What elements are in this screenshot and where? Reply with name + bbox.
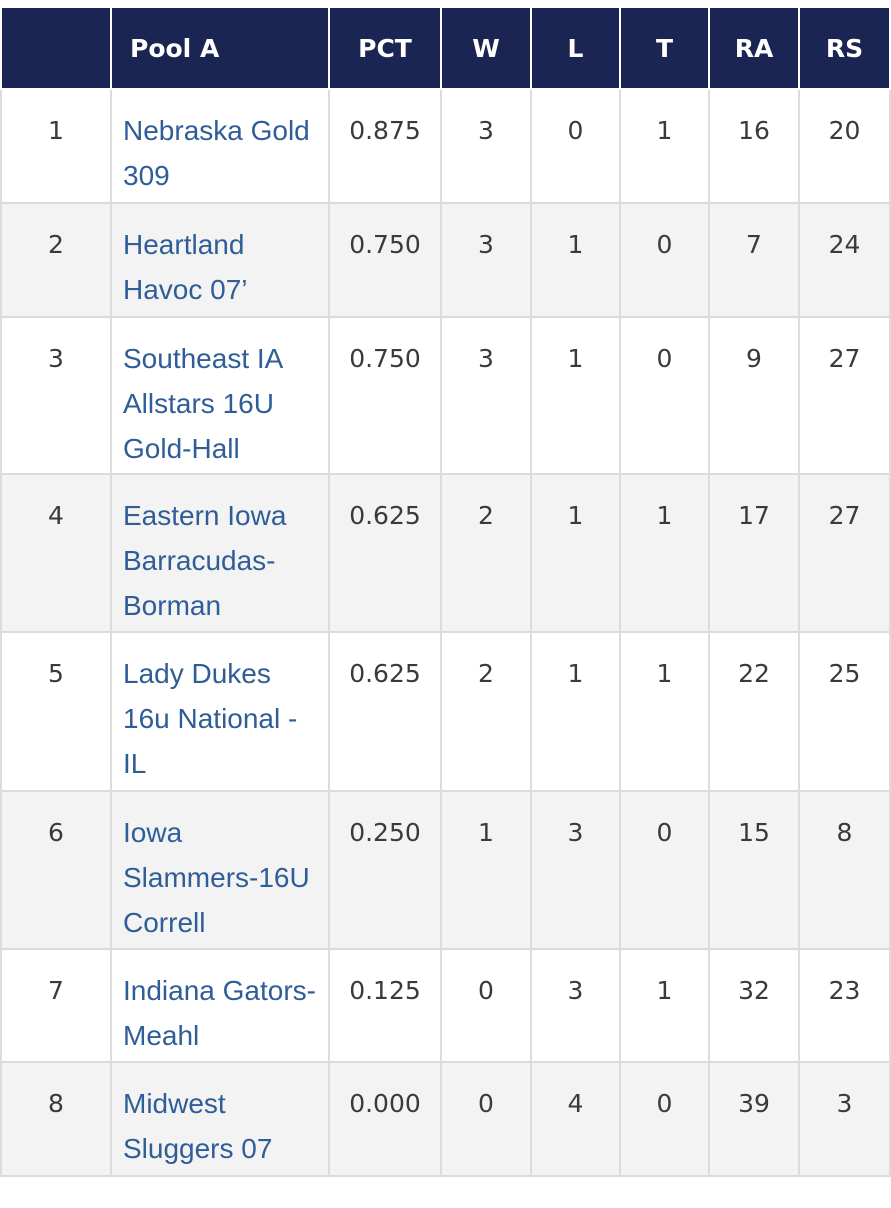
stat-cell: 39 bbox=[708, 1061, 800, 1177]
stat-cell: 4 bbox=[530, 1061, 621, 1177]
stat-cell: 2 bbox=[440, 473, 532, 633]
table-header: Pool A PCT W L T RA RS bbox=[0, 8, 891, 90]
stat-cell: 0.750 bbox=[328, 316, 442, 475]
header-cell: Pool A bbox=[110, 8, 330, 90]
header-cell: W bbox=[440, 8, 532, 90]
stat-cell: 9 bbox=[708, 316, 800, 475]
stat-cell: 0 bbox=[619, 790, 710, 950]
header-cell: L bbox=[530, 8, 621, 90]
stat-cell: 0 bbox=[619, 202, 710, 318]
table-row: 5 Lady Dukes 16u National - IL 0.625 2 1 1 22 2… bbox=[0, 631, 891, 792]
team-link[interactable]: Nebraska Gold 309 bbox=[123, 115, 310, 191]
stat-cell: 1 bbox=[619, 631, 710, 792]
rank-cell: 7 bbox=[0, 948, 112, 1063]
stat-cell: 0 bbox=[530, 88, 621, 204]
stat-cell: 1 bbox=[530, 316, 621, 475]
header-cell: RS bbox=[798, 8, 891, 90]
team-link[interactable]: Iowa Slammers-16U Correll bbox=[123, 817, 310, 938]
stat-cell: 8 bbox=[798, 790, 891, 950]
stat-cell: 22 bbox=[708, 631, 800, 792]
rank-cell: 5 bbox=[0, 631, 112, 792]
rank-cell: 6 bbox=[0, 790, 112, 950]
team-link[interactable]: Southeast IA Allstars 16U Gold-Hall bbox=[123, 343, 282, 464]
stat-cell: 0 bbox=[440, 948, 532, 1063]
stat-cell: 0.750 bbox=[328, 202, 442, 318]
header-row: Pool A PCT W L T RA RS bbox=[0, 8, 891, 90]
table-body: 1 Nebraska Gold 309 0.875 3 0 1 16 20 2 Heartland… bbox=[0, 88, 891, 1177]
stat-cell: 3 bbox=[530, 948, 621, 1063]
rank-cell: 4 bbox=[0, 473, 112, 633]
table-row: 1 Nebraska Gold 309 0.875 3 0 1 16 20 bbox=[0, 88, 891, 204]
page: Pool A PCT W L T RA RS 1 Nebraska Gold 309 0.875… bbox=[0, 8, 891, 1208]
stat-cell: 16 bbox=[708, 88, 800, 204]
stat-cell: 0.625 bbox=[328, 631, 442, 792]
rank-cell: 1 bbox=[0, 88, 112, 204]
stat-cell: 1 bbox=[619, 473, 710, 633]
table-row: 6 Iowa Slammers-16U Correll 0.250 1 3 0 15 8 bbox=[0, 790, 891, 950]
stat-cell: 3 bbox=[440, 202, 532, 318]
stat-cell: 0.000 bbox=[328, 1061, 442, 1177]
team-cell: Midwest Sluggers 07 bbox=[110, 1061, 330, 1177]
header-cell bbox=[0, 8, 112, 90]
team-cell: Iowa Slammers-16U Correll bbox=[110, 790, 330, 950]
stat-cell: 0 bbox=[619, 1061, 710, 1177]
table-row: 2 Heartland Havoc 07’ 0.750 3 1 0 7 24 bbox=[0, 202, 891, 318]
stat-cell: 1 bbox=[530, 631, 621, 792]
stat-cell: 0 bbox=[440, 1061, 532, 1177]
stat-cell: 1 bbox=[530, 473, 621, 633]
table-row: 7 Indiana Gators-Meahl 0.125 0 3 1 32 23 bbox=[0, 948, 891, 1063]
team-link[interactable]: Heartland Havoc 07’ bbox=[123, 229, 248, 305]
rank-cell: 8 bbox=[0, 1061, 112, 1177]
stat-cell: 0 bbox=[619, 316, 710, 475]
stat-cell: 15 bbox=[708, 790, 800, 950]
stat-cell: 0.625 bbox=[328, 473, 442, 633]
team-cell: Lady Dukes 16u National - IL bbox=[110, 631, 330, 792]
stat-cell: 25 bbox=[798, 631, 891, 792]
header-cell: T bbox=[619, 8, 710, 90]
stat-cell: 3 bbox=[440, 88, 532, 204]
stat-cell: 20 bbox=[798, 88, 891, 204]
stat-cell: 27 bbox=[798, 473, 891, 633]
table-row: 4 Eastern Iowa Barracudas-Borman 0.625 2 1 1 1… bbox=[0, 473, 891, 633]
team-link[interactable]: Indiana Gators-Meahl bbox=[123, 975, 316, 1051]
stat-cell: 1 bbox=[619, 88, 710, 204]
stat-cell: 3 bbox=[440, 316, 532, 475]
stat-cell: 1 bbox=[619, 948, 710, 1063]
team-cell: Nebraska Gold 309 bbox=[110, 88, 330, 204]
stat-cell: 7 bbox=[708, 202, 800, 318]
stat-cell: 0.250 bbox=[328, 790, 442, 950]
stat-cell: 0.125 bbox=[328, 948, 442, 1063]
table-row: 3 Southeast IA Allstars 16U Gold-Hall 0.75… bbox=[0, 316, 891, 475]
team-cell: Heartland Havoc 07’ bbox=[110, 202, 330, 318]
rank-cell: 2 bbox=[0, 202, 112, 318]
stat-cell: 0.875 bbox=[328, 88, 442, 204]
stat-cell: 17 bbox=[708, 473, 800, 633]
stat-cell: 3 bbox=[530, 790, 621, 950]
team-link[interactable]: Lady Dukes 16u National - IL bbox=[123, 658, 298, 779]
stat-cell: 32 bbox=[708, 948, 800, 1063]
table-row: 8 Midwest Sluggers 07 0.000 0 4 0 39 3 bbox=[0, 1061, 891, 1177]
stat-cell: 2 bbox=[440, 631, 532, 792]
team-link[interactable]: Eastern Iowa Barracudas-Borman bbox=[123, 500, 287, 621]
team-cell: Southeast IA Allstars 16U Gold-Hall bbox=[110, 316, 330, 475]
stat-cell: 1 bbox=[440, 790, 532, 950]
stat-cell: 24 bbox=[798, 202, 891, 318]
stat-cell: 27 bbox=[798, 316, 891, 475]
stat-cell: 3 bbox=[798, 1061, 891, 1177]
header-cell: PCT bbox=[328, 8, 442, 90]
header-cell: RA bbox=[708, 8, 800, 90]
team-link[interactable]: Midwest Sluggers 07 bbox=[123, 1088, 273, 1164]
team-cell: Indiana Gators-Meahl bbox=[110, 948, 330, 1063]
standings-table: Pool A PCT W L T RA RS 1 Nebraska Gold 309 0.875… bbox=[0, 8, 891, 1177]
team-cell: Eastern Iowa Barracudas-Borman bbox=[110, 473, 330, 633]
rank-cell: 3 bbox=[0, 316, 112, 475]
stat-cell: 1 bbox=[530, 202, 621, 318]
stat-cell: 23 bbox=[798, 948, 891, 1063]
